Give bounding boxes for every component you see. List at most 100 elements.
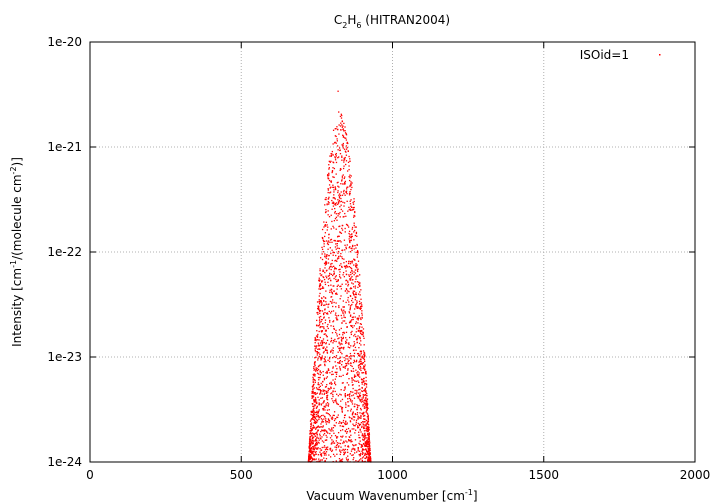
- data-point: [324, 348, 327, 350]
- data-point: [324, 281, 326, 283]
- data-point: [324, 255, 326, 257]
- data-point: [312, 442, 314, 444]
- data-point: [312, 403, 314, 405]
- data-point: [356, 269, 359, 271]
- data-point: [318, 410, 320, 412]
- data-point: [315, 413, 318, 416]
- data-point: [332, 320, 335, 322]
- data-point: [330, 417, 333, 419]
- data-point: [319, 310, 321, 313]
- data-point: [317, 454, 320, 456]
- data-point: [319, 371, 321, 373]
- data-point: [337, 199, 339, 201]
- data-point: [359, 358, 362, 360]
- data-point: [322, 338, 325, 340]
- data-point: [321, 303, 323, 305]
- data-point: [320, 315, 322, 318]
- x-tick-label: 1000: [377, 468, 408, 482]
- data-point: [357, 306, 359, 308]
- data-point: [332, 366, 334, 368]
- data-point: [314, 404, 316, 407]
- data-point: [353, 405, 355, 408]
- data-point: [341, 406, 344, 409]
- data-point: [340, 208, 342, 211]
- data-point: [312, 417, 314, 419]
- data-point: [359, 412, 361, 414]
- data-point: [347, 446, 350, 448]
- data-point: [312, 414, 315, 416]
- data-point: [357, 397, 359, 399]
- data-point: [339, 347, 341, 350]
- data-point: [321, 344, 323, 347]
- data-point: [319, 385, 322, 388]
- data-point: [334, 207, 336, 210]
- data-point: [344, 414, 346, 416]
- data-point: [318, 308, 320, 310]
- data-point: [362, 362, 364, 364]
- data-point: [354, 234, 357, 237]
- data-point: [314, 445, 317, 447]
- data-point: [325, 221, 328, 223]
- data-point: [341, 283, 343, 285]
- data-point: [329, 449, 332, 451]
- data-point: [321, 355, 324, 357]
- data-point: [318, 442, 320, 444]
- data-point: [334, 276, 337, 278]
- data-point: [330, 296, 333, 298]
- data-point: [330, 381, 332, 384]
- data-point: [314, 420, 316, 422]
- data-point: [350, 184, 352, 186]
- data-point: [326, 243, 329, 245]
- data-point: [345, 148, 348, 150]
- data-point: [349, 184, 351, 187]
- data-point: [342, 425, 344, 428]
- data-point: [363, 384, 365, 386]
- data-point: [324, 360, 326, 362]
- data-point: [330, 252, 332, 255]
- data-point: [348, 393, 351, 396]
- data-point: [359, 454, 362, 456]
- data-point: [328, 317, 330, 319]
- data-point: [327, 327, 329, 330]
- data-point: [353, 344, 355, 347]
- data-point: [324, 264, 327, 266]
- data-point: [308, 447, 311, 450]
- data-point: [320, 274, 322, 277]
- data-point: [330, 392, 332, 395]
- data-point: [315, 347, 317, 349]
- data-point: [324, 406, 327, 408]
- data-point: [314, 444, 317, 446]
- data-point: [345, 279, 347, 282]
- data-point: [352, 201, 354, 204]
- data-point: [367, 460, 369, 462]
- data-point: [349, 174, 351, 176]
- data-point: [339, 449, 341, 451]
- data-point: [320, 404, 323, 406]
- data-point: [343, 451, 345, 453]
- data-point: [332, 430, 334, 432]
- data-point: [320, 382, 322, 385]
- data-point: [342, 167, 345, 170]
- data-point: [355, 360, 358, 363]
- data-point: [338, 375, 341, 377]
- data-point: [350, 441, 352, 443]
- data-point: [329, 437, 332, 439]
- data-point: [326, 446, 329, 448]
- data-point: [342, 442, 344, 444]
- data-point: [331, 302, 333, 304]
- data-point: [345, 406, 347, 408]
- data-point: [359, 365, 362, 368]
- data-point: [352, 361, 355, 364]
- data-point: [350, 188, 352, 191]
- data-point: [325, 421, 327, 423]
- data-point: [346, 141, 349, 144]
- data-point: [316, 312, 318, 314]
- data-point: [350, 199, 352, 201]
- data-point: [361, 453, 364, 456]
- data-point: [359, 388, 361, 390]
- data-point: [309, 445, 312, 447]
- data-point: [325, 260, 327, 263]
- data-point: [344, 212, 346, 215]
- data-point: [317, 430, 319, 432]
- data-point: [310, 432, 312, 435]
